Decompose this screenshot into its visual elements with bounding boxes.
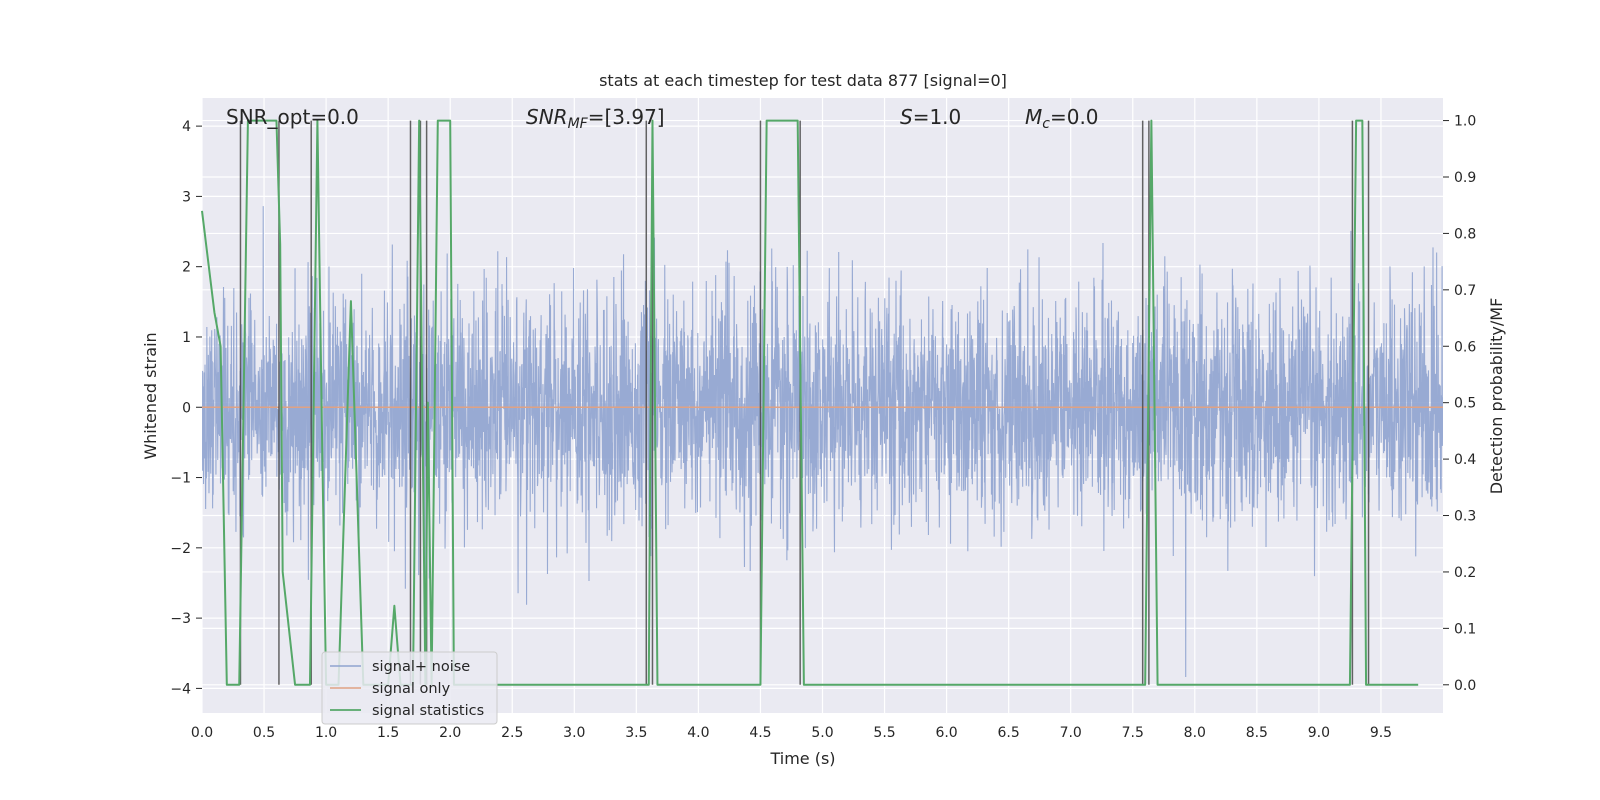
annotation-snr-opt: SNR_opt=0.0 [226, 105, 359, 129]
x-tick-label: 6.5 [998, 725, 1020, 741]
y-right-tick-label: 0.4 [1454, 452, 1476, 468]
x-tick-label: 3.5 [625, 725, 647, 741]
y-tick-label: 2 [182, 260, 191, 276]
legend-box [321, 651, 498, 725]
y-axis-right: 1.0 0.9 0.8 0.7 0.6 0.5 0.4 0.3 0.2 0.1 0.0 [1443, 114, 1476, 694]
legend-label-signal-statistics: signal statistics [372, 703, 484, 719]
x-tick-label: 6.0 [935, 725, 957, 741]
y-tick-label: −3 [170, 611, 191, 627]
annotation-snr-mf: SNRMF=[3.97] [526, 105, 665, 132]
x-tick-label: 9.0 [1308, 725, 1330, 741]
x-tick-label: 2.0 [439, 725, 461, 741]
x-tick-label: 8.5 [1246, 725, 1268, 741]
y-right-tick-label: 0.1 [1454, 621, 1476, 637]
x-tick-label: 4.5 [749, 725, 771, 741]
y-tick-label: −2 [170, 541, 191, 557]
series-signal-noise [202, 206, 1443, 678]
y-right-tick-label: 0.3 [1454, 509, 1476, 525]
y-right-tick-label: 0.5 [1454, 396, 1476, 412]
y-right-tick-label: 0.9 [1454, 170, 1476, 186]
x-tick-label: 8.0 [1184, 725, 1206, 741]
legend-label-signal-only: signal only [372, 681, 451, 697]
y-right-tick-label: 0.6 [1454, 339, 1476, 355]
y-right-tick-label: 0.8 [1454, 226, 1476, 242]
x-tick-label: 0.5 [253, 725, 275, 741]
y-right-tick-label: 0.7 [1454, 283, 1476, 299]
x-tick-label: 5.5 [873, 725, 895, 741]
x-tick-label: 7.0 [1060, 725, 1082, 741]
x-tick-label: 7.5 [1122, 725, 1144, 741]
legend-label-signal-noise: signal+ noise [372, 659, 470, 675]
y-axis-title: Whitened strain [141, 332, 160, 459]
y-right-tick-label: 0.0 [1454, 678, 1476, 694]
y-axis-left: 4 3 2 1 0 −1 −2 −3 −4 [170, 119, 202, 697]
x-tick-label: 1.5 [377, 725, 399, 741]
y-tick-label: −1 [170, 471, 191, 487]
x-tick-label: 0.0 [191, 725, 213, 741]
x-tick-label: 4.0 [687, 725, 709, 741]
x-tick-label: 3.0 [563, 725, 585, 741]
series-signal-statistics [201, 119, 1419, 686]
y-tick-label: 1 [182, 330, 191, 346]
y-right-tick-label: 1.0 [1454, 114, 1476, 130]
annotation-s: S=1.0 [900, 105, 961, 129]
signal-statistics-line [201, 119, 1419, 686]
chart-title: stats at each timestep for test data 877… [599, 71, 1007, 90]
y-tick-label: −4 [170, 681, 191, 697]
y-right-tick-label: 0.2 [1454, 565, 1476, 581]
y-tick-label: 4 [182, 119, 191, 135]
signal-noise-line [202, 206, 1443, 678]
y-tick-label: 3 [182, 189, 191, 205]
y-tick-label: 0 [182, 400, 191, 416]
x-tick-label: 1.0 [315, 725, 337, 741]
x-tick-label: 5.0 [811, 725, 833, 741]
x-tick-label: 2.5 [501, 725, 523, 741]
annotation-mc: Mc=0.0 [1025, 105, 1099, 132]
x-axis: 0.0 0.5 1.0 1.5 2.0 2.5 3.0 3.5 4.0 4.5 5.0 5.5 6.0 6… [191, 725, 1392, 741]
x-tick-label: 9.5 [1370, 725, 1392, 741]
x-axis-title: Time (s) [769, 749, 835, 768]
y-axis-right-title: Detection probability/MF [1487, 298, 1506, 495]
legend: signal+ noise signal only signal statist… [321, 651, 498, 725]
